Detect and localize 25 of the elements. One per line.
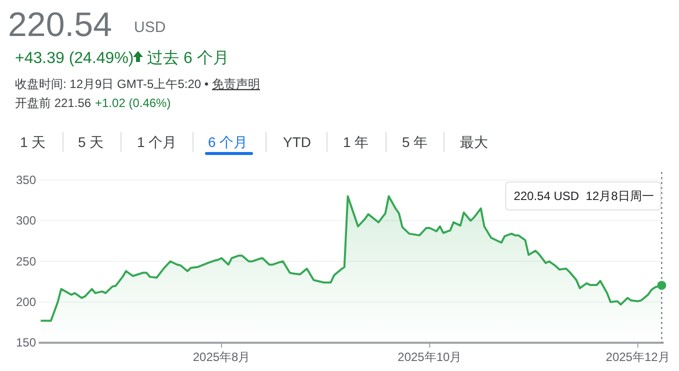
- y-tick-label: 250: [16, 254, 36, 268]
- y-tick-label: 350: [16, 173, 36, 187]
- text: 开盘前 221.56: [15, 96, 92, 110]
- y-tick-label: 150: [16, 336, 36, 350]
- text: +43.39 (24.49%): [15, 50, 134, 67]
- x-tick-label: 2025年8月: [192, 350, 250, 364]
- text: 1 天: [20, 134, 46, 150]
- text: USD: [134, 19, 166, 36]
- x-tick-label: 2025年12月: [606, 350, 670, 364]
- y-tick-label: 300: [16, 214, 36, 228]
- text: 5 年: [402, 134, 428, 150]
- text: +1.02 (0.46%): [95, 96, 171, 110]
- x-tick-label: 2025年10月: [398, 350, 462, 364]
- text: 最大: [460, 134, 488, 150]
- chart-title: 220.54: [8, 6, 112, 44]
- text: 免责声明: [212, 77, 260, 91]
- y-tick-label: 200: [16, 295, 36, 310]
- text: 收盘时间: 12月9日 GMT-5上午5:20 •: [15, 77, 209, 91]
- text: 5 天: [78, 134, 104, 150]
- ref-line-label: 220.54 USD 12月8日周一: [514, 189, 654, 203]
- text: 1 年: [343, 134, 369, 150]
- text: 1 个月: [137, 134, 177, 150]
- text: 过去 6 个月: [147, 49, 229, 67]
- text: YTD: [283, 134, 311, 150]
- text: 6 个月: [208, 134, 248, 150]
